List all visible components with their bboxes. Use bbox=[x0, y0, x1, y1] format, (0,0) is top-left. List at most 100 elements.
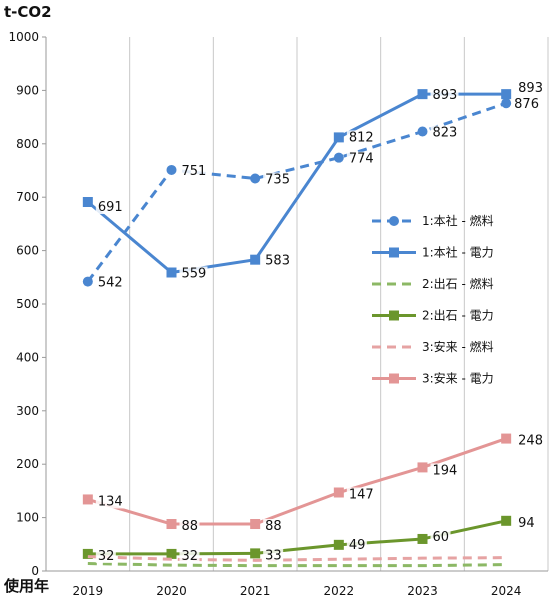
data-point bbox=[82, 276, 93, 287]
data-label: 147 bbox=[349, 488, 374, 503]
x-tick-label: 2024 bbox=[491, 584, 522, 598]
x-tick-label: 2022 bbox=[324, 584, 355, 598]
legend: 1:本社 - 燃料 1:本社 - 電力 2:出石 - 燃料 2:出石 - 電力 3:安来… bbox=[372, 213, 494, 386]
data-point bbox=[417, 462, 428, 473]
data-label: 559 bbox=[182, 266, 207, 281]
data-label-bg bbox=[430, 88, 459, 103]
data-label-bg bbox=[95, 200, 124, 215]
data-label: 33 bbox=[265, 548, 282, 563]
data-label: 32 bbox=[98, 549, 115, 564]
data-point bbox=[82, 548, 93, 559]
data-point bbox=[417, 126, 428, 137]
series-line bbox=[87, 555, 507, 562]
legend-label: 1:本社 - 電力 bbox=[422, 245, 494, 260]
data-label-bg bbox=[516, 515, 537, 530]
data-label-bg bbox=[95, 548, 116, 563]
data-point bbox=[250, 519, 261, 530]
data-label-bg bbox=[430, 529, 451, 544]
legend-entry: 3:安来 - 燃料 bbox=[372, 339, 494, 354]
data-label: 248 bbox=[518, 434, 543, 449]
data-label: 876 bbox=[514, 97, 539, 112]
data-point bbox=[501, 98, 512, 109]
y-tick-label: 100 bbox=[16, 511, 39, 525]
data-point bbox=[166, 164, 177, 175]
x-tick-label: 2021 bbox=[240, 584, 271, 598]
series-6 bbox=[82, 433, 512, 530]
data-point bbox=[417, 533, 428, 544]
y-tick-label: 700 bbox=[16, 190, 39, 204]
x-tick-label: 2019 bbox=[73, 584, 104, 598]
data-label: 88 bbox=[182, 519, 199, 534]
legend-marker bbox=[389, 247, 399, 258]
data-label-bg bbox=[263, 548, 284, 563]
x-tick-label: 2020 bbox=[156, 584, 187, 598]
legend-label: 1:本社 - 燃料 bbox=[422, 213, 494, 228]
data-point bbox=[82, 197, 93, 208]
data-point bbox=[333, 487, 344, 498]
data-label: 823 bbox=[433, 126, 458, 141]
data-label-bg bbox=[346, 537, 367, 552]
grid bbox=[45, 37, 549, 571]
data-point bbox=[250, 173, 261, 184]
y-tick-label: 800 bbox=[16, 137, 39, 151]
legend-marker bbox=[389, 216, 399, 226]
data-label: 812 bbox=[349, 130, 374, 145]
data-label-bg bbox=[346, 151, 375, 166]
data-point bbox=[501, 89, 512, 100]
data-label-bg bbox=[179, 266, 208, 281]
series-line bbox=[87, 437, 507, 526]
legend-label: 3:安来 - 電力 bbox=[422, 371, 494, 386]
unit-label: t-CO2 bbox=[4, 3, 52, 21]
y-tick-label: 500 bbox=[16, 297, 39, 311]
data-point bbox=[417, 89, 428, 100]
legend-entry: 1:本社 - 燃料 bbox=[372, 213, 494, 228]
data-label: 542 bbox=[98, 276, 123, 291]
data-label: 32 bbox=[182, 549, 199, 564]
legend-marker bbox=[389, 310, 399, 321]
legend-label: 3:安来 - 燃料 bbox=[422, 339, 494, 354]
data-label-bg bbox=[512, 97, 541, 112]
data-label-bg bbox=[430, 463, 459, 478]
data-label-bg bbox=[179, 548, 200, 563]
data-label-bg bbox=[95, 494, 124, 509]
data-point bbox=[166, 548, 177, 559]
data-label: 49 bbox=[349, 538, 366, 553]
x-axis-title: 使用年 bbox=[3, 577, 49, 595]
data-label: 893 bbox=[518, 81, 543, 96]
data-label: 691 bbox=[98, 200, 123, 215]
y-tick-label: 600 bbox=[16, 244, 39, 258]
legend-entry: 2:出石 - 電力 bbox=[372, 309, 494, 323]
data-label-bg bbox=[179, 163, 208, 178]
data-point bbox=[333, 152, 344, 163]
data-label-bg bbox=[95, 275, 124, 290]
data-point bbox=[501, 515, 512, 526]
y-tick-label: 0 bbox=[31, 564, 39, 578]
data-label-bg bbox=[263, 172, 292, 187]
data-point bbox=[166, 519, 177, 530]
data-label-bg bbox=[516, 433, 545, 448]
data-label: 94 bbox=[518, 516, 535, 531]
y-tick-label: 1000 bbox=[8, 30, 39, 44]
data-label-bg bbox=[430, 125, 459, 140]
data-label-bg bbox=[263, 253, 292, 268]
data-point bbox=[250, 548, 261, 559]
data-point bbox=[82, 494, 93, 505]
data-label: 751 bbox=[182, 164, 207, 179]
data-label: 583 bbox=[265, 254, 290, 269]
y-tick-label: 200 bbox=[16, 457, 39, 471]
data-label-bg bbox=[346, 130, 375, 145]
data-label-bg bbox=[346, 487, 375, 502]
legend-entry: 1:本社 - 電力 bbox=[372, 245, 494, 260]
legend-label: 2:出石 - 燃料 bbox=[422, 276, 494, 291]
legend-entry: 3:安来 - 電力 bbox=[372, 371, 494, 386]
data-point bbox=[166, 267, 177, 278]
series-3 bbox=[87, 562, 507, 568]
series-line bbox=[87, 562, 507, 568]
data-label: 134 bbox=[98, 494, 123, 509]
data-point bbox=[501, 433, 512, 444]
data-point bbox=[333, 539, 344, 550]
data-point bbox=[333, 132, 344, 143]
data-label: 60 bbox=[433, 530, 450, 545]
data-label: 88 bbox=[265, 519, 282, 534]
